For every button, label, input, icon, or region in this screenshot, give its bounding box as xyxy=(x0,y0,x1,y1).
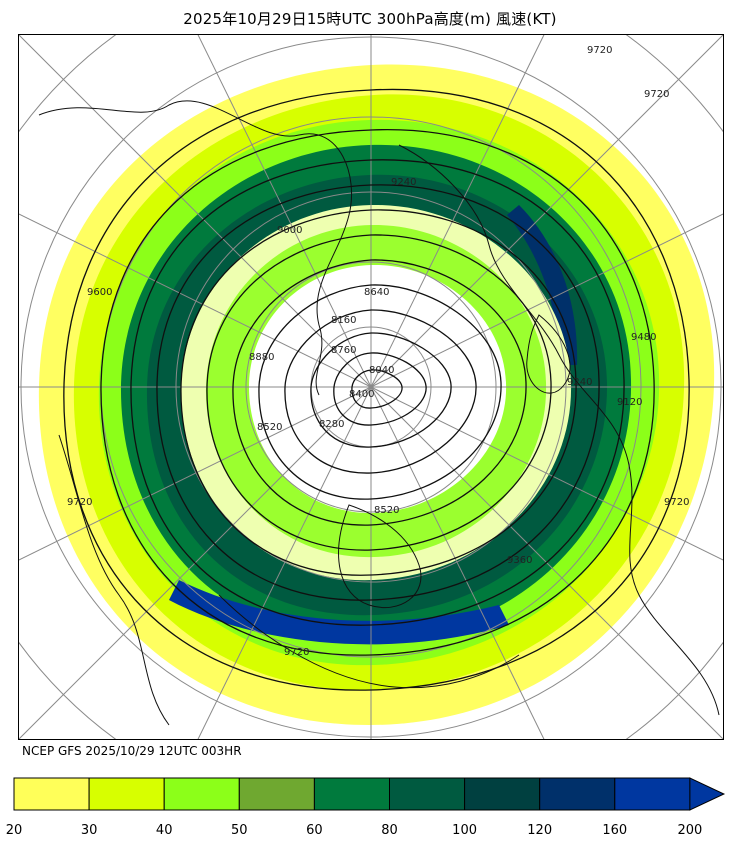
jet-core-160kt xyxy=(169,580,509,645)
polar-map: 9720 9720 9720 9720 9720 9600 9480 9360 … xyxy=(18,34,724,740)
colorbar-extend-arrow xyxy=(689,777,726,811)
contour-label-9240-north: 9240 xyxy=(391,177,416,188)
contour-label-9720-bottom: 9720 xyxy=(284,647,309,658)
coastlines xyxy=(38,100,720,726)
wind-speed-colorbar: 20 30 40 50 60 80 100 120 160 200 xyxy=(6,777,726,838)
colorbar-tick-200: 200 xyxy=(677,823,702,838)
contour-9120 xyxy=(206,234,552,551)
contour-label-9600: 9600 xyxy=(87,287,112,298)
polar-calm-core xyxy=(249,264,507,514)
contour-9600 xyxy=(100,129,655,656)
colorbar-tick-160: 160 xyxy=(602,823,627,838)
contour-label-9720-left: 9720 xyxy=(67,497,92,508)
contour-label-8640: 8640 xyxy=(364,287,389,298)
contour-9480 xyxy=(130,159,625,626)
contour-label-group: 9720 9720 9720 9720 9720 9600 9480 9360 … xyxy=(67,45,689,658)
contour-9240 xyxy=(180,209,577,576)
contour-8760 xyxy=(284,309,477,474)
colorbar-tick-40: 40 xyxy=(156,823,173,838)
contour-label-8520-south: 8520 xyxy=(374,505,399,516)
colorbar-tick-60: 60 xyxy=(306,823,323,838)
contour-8640 xyxy=(310,332,452,448)
contour-label-9720-top: 9720 xyxy=(587,45,612,56)
map-canvas: 9720 9720 9720 9720 9720 9600 9480 9360 … xyxy=(19,35,723,739)
graticule xyxy=(19,35,723,739)
contour-8520 xyxy=(333,352,427,426)
contour-label-8400: 8400 xyxy=(349,389,374,400)
colorbar-box-120-160 xyxy=(539,777,616,811)
coast-europe xyxy=(218,594,520,689)
colorbar-tick-20: 20 xyxy=(6,823,23,838)
colorbar-tick-labels: 20 30 40 50 60 80 100 120 160 200 xyxy=(6,823,703,838)
contour-9720 xyxy=(63,88,690,691)
contour-8880 xyxy=(258,284,502,500)
colorbar-box-100-120 xyxy=(464,777,541,811)
colorbar-box-160-200 xyxy=(614,777,691,811)
contour-label-8760: 8760 xyxy=(331,345,356,356)
colorbar-box-40-50 xyxy=(163,777,240,811)
contour-label-9720-right: 9720 xyxy=(644,89,669,100)
coast-eurasia xyxy=(38,100,353,396)
contour-label-8520-west: 8520 xyxy=(257,422,282,433)
contour-label-9480: 9480 xyxy=(631,332,656,343)
colorbar-tick-120: 120 xyxy=(527,823,552,838)
coast-north-america xyxy=(398,144,720,716)
colorbar-box-20-30 xyxy=(13,777,90,811)
contour-label-8040: 8040 xyxy=(369,365,394,376)
colorbar-box-30-40 xyxy=(88,777,165,811)
colorbar-tick-80: 80 xyxy=(381,823,398,838)
contour-label-9240: 9240 xyxy=(567,377,592,388)
colorbar-box-50-60 xyxy=(238,777,315,811)
jet-core-east xyxy=(507,205,578,365)
contour-label-9120: 9120 xyxy=(617,397,642,408)
coast-greenland xyxy=(338,504,422,609)
contour-label-8160: 8160 xyxy=(331,315,356,326)
contour-label-9360: 9360 xyxy=(507,555,532,566)
colorbar-box-80-100 xyxy=(389,777,466,811)
contour-8400 xyxy=(351,369,403,409)
contour-label-9720-east: 9720 xyxy=(664,497,689,508)
map-title: 2025年10月29日15時UTC 300hPa高度(m) 風速(KT) xyxy=(183,10,557,28)
colorbar-tick-50: 50 xyxy=(231,823,248,838)
contour-label-9000: 9000 xyxy=(277,225,302,236)
colorbar-box-60-80 xyxy=(313,777,390,811)
coast-hudson-bay xyxy=(526,314,571,394)
colorbar-tick-30: 30 xyxy=(81,823,98,838)
height-contours xyxy=(63,88,690,691)
contour-9360 xyxy=(156,184,600,601)
colorbar-boxes xyxy=(13,777,691,811)
colorbar-tick-100: 100 xyxy=(452,823,477,838)
model-source-label: NCEP GFS 2025/10/29 12UTC 003HR xyxy=(22,744,242,758)
wind-shading xyxy=(38,64,715,726)
contour-label-8880: 8880 xyxy=(249,352,274,363)
contour-label-8280: 8280 xyxy=(319,419,344,430)
contour-9000 xyxy=(232,259,527,526)
